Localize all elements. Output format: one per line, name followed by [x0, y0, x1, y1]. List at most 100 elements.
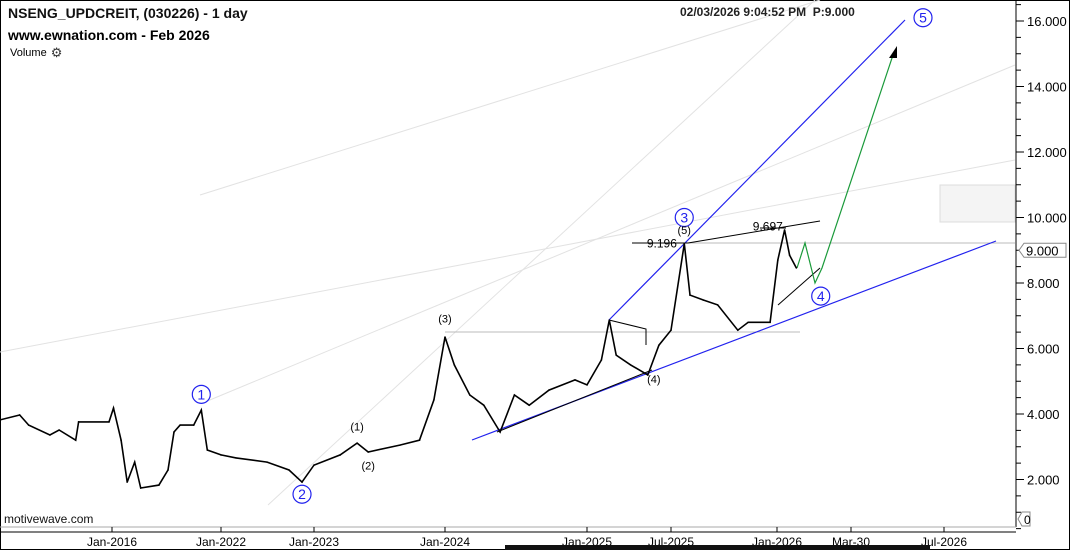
target-zone-box: [939, 184, 1016, 223]
price-point: [126, 481, 128, 483]
minor-wave-label: (5): [678, 225, 691, 237]
volume-label: Volume: [10, 47, 47, 59]
minor-wave-label: (4): [647, 374, 660, 386]
price-point: [453, 364, 456, 366]
wave-annotations: 1 2 3 4 5 (1) (2) (3) (4) (5)9.196 9.697: [191, 8, 933, 504]
x-tick-label: Jan-2022: [196, 535, 246, 549]
wave-circle-2: [292, 484, 312, 504]
price-point: [670, 329, 672, 331]
price-point: [77, 421, 80, 423]
price-point: [158, 484, 160, 486]
x-tick-label: Jan-2016: [87, 535, 137, 549]
last-price-marker: [1018, 242, 1067, 258]
price-point: [220, 454, 222, 456]
price-point: [120, 439, 122, 442]
y-tick-label: 2.000: [1027, 473, 1060, 488]
major-wave-label: 5: [919, 10, 927, 26]
price-point: [600, 359, 603, 361]
price-point: [788, 254, 791, 256]
gear-icon[interactable]: ⚙: [50, 45, 63, 60]
last-price-label: 9.000: [1026, 243, 1059, 258]
major-wave-label: 1: [197, 386, 205, 402]
price-level-label: 9.196: [647, 237, 677, 251]
price-point: [499, 431, 501, 433]
minor-wave-label: (2): [361, 461, 374, 473]
price-point: [339, 454, 342, 456]
y-tick-label: 12.000: [1027, 145, 1067, 160]
price-point: [433, 399, 435, 401]
volume-indicator: Volume ⚙: [10, 45, 62, 61]
price-point: [58, 429, 60, 431]
x-tick-label: Jul-2026: [921, 535, 967, 549]
time-scrollbar[interactable]: [505, 545, 930, 550]
x-tick-label: Jan-2023: [289, 535, 339, 549]
price-point: [200, 409, 203, 411]
x-tick-label: Jan-2024: [420, 535, 470, 549]
price-point: [716, 304, 719, 306]
timestamp: 02/03/2026 9:04:52 PM: [680, 5, 807, 19]
price-point: [179, 424, 181, 426]
price-point: [398, 444, 401, 446]
y-tick-label: 6.000: [1027, 342, 1060, 357]
price-point: [689, 294, 691, 296]
price-point: [0, 419, 1, 421]
price-point: [769, 321, 771, 324]
brand-watermark: motivewave.com: [4, 512, 94, 526]
price-point: [367, 451, 369, 453]
price-point: [683, 242, 686, 245]
minor-wave-label: (1): [350, 421, 363, 433]
price-point: [615, 354, 618, 356]
price-point: [528, 404, 530, 406]
wave-circle-1: [191, 384, 211, 404]
price-point: [173, 431, 175, 433]
price-point: [608, 319, 611, 321]
price-point: [206, 449, 209, 451]
y-tick-label: 16.000: [1027, 14, 1067, 29]
price-point: [548, 389, 550, 391]
price-point: [108, 421, 110, 423]
price-readout: P:9.000: [812, 5, 855, 19]
price-point: [444, 336, 446, 338]
price-point: [167, 469, 169, 471]
price-point: [49, 434, 51, 436]
y-tick-label: 4.000: [1027, 407, 1060, 422]
price-point: [133, 461, 136, 463]
minor-wave-label: (3): [438, 313, 451, 325]
price-point: [235, 457, 237, 459]
price-point: [574, 379, 576, 381]
price-point: [469, 394, 471, 396]
y-tick-label: 14.000: [1027, 80, 1067, 95]
price-point: [18, 414, 21, 416]
volume-axis-label: 0: [1024, 513, 1031, 527]
price-point: [139, 487, 142, 489]
price-point: [513, 394, 516, 396]
price-point: [74, 439, 77, 442]
y-tick-label: 8.000: [1027, 276, 1060, 291]
price-point: [586, 384, 588, 386]
y-axis: 2.000 4.000 6.000 8.000 10.000 12.000 14.000 16…: [1016, 4, 1067, 530]
volume-marker: [1017, 511, 1031, 527]
wave-circle-3: [674, 207, 694, 228]
major-wave-label: 2: [298, 486, 306, 502]
price-point: [356, 442, 358, 444]
wave-circle-4: [811, 286, 831, 306]
price-point: [783, 229, 786, 231]
chart-subtitle: www.ewnation.com - Feb 2026: [8, 27, 210, 43]
price-line: [0, 229, 798, 489]
wave-channel-upper: [608, 19, 906, 321]
chart-title: NSENG_UPDCREIT, (030226) - 1 day: [8, 5, 248, 21]
price-point: [301, 481, 303, 483]
price-point: [418, 439, 421, 442]
price-series: [0, 229, 798, 489]
price-point: [482, 404, 485, 406]
cursor-readout: 02/03/2026 9:04:52 PM P:9.000: [680, 5, 855, 19]
price-point: [747, 321, 749, 324]
projection-arrowhead: [889, 46, 897, 58]
price-point: [702, 299, 705, 301]
price-point: [795, 267, 798, 269]
major-wave-label: 4: [817, 288, 825, 304]
price-point: [646, 374, 649, 376]
